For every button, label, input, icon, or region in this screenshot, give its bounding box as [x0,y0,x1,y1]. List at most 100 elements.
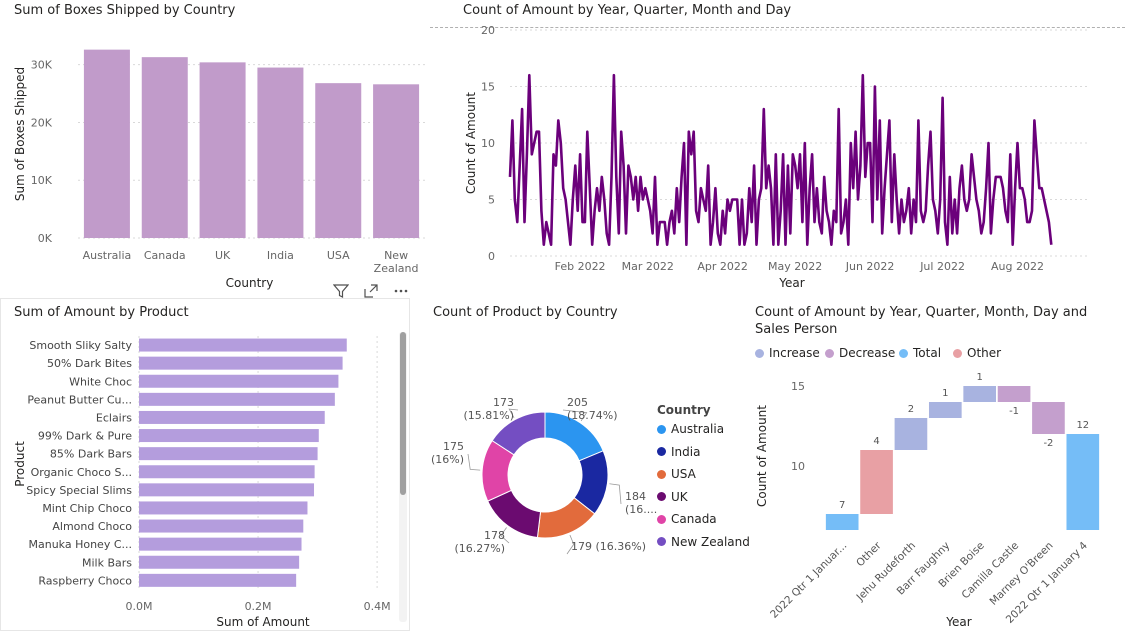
boxes-chart-title: Sum of Boxes Shipped by Country [14,3,236,18]
y-tick-label: 10K [31,174,53,187]
x-tick-label: Marney O'Breen [987,540,1055,608]
filter-icon[interactable] [332,283,350,299]
legend-swatch [755,348,764,358]
legend-swatch [953,348,962,358]
waterfall-bar [1066,434,1100,530]
legend-swatch [657,514,666,524]
data-label-pct: (15.81%) [463,409,514,422]
legend-item[interactable]: Total [899,346,941,360]
data-label: 205 [567,396,588,409]
waterfall-title-line2: Sales Person [755,322,838,337]
product-country-donut-visual[interactable]: Count of Product by Country 205 (18.74%) 1… [425,298,750,633]
bar [139,555,300,569]
x-axis-title: Sum of Amount [216,615,310,629]
bar [139,338,347,352]
legend-swatch [657,447,666,456]
legend-item[interactable]: New Zealand [657,535,750,549]
y-tick-label: 15 [481,81,495,94]
y-tick-label: 99% Dark & Pure [38,430,132,443]
waterfall-bar [860,450,893,514]
legend-swatch [657,469,666,479]
amount-line-visual[interactable]: Count of Amount by Year, Quarter, Month … [455,0,1125,295]
y-tick-label: 15 [791,380,805,393]
donut-chart: 205(18.74%) 184(16.... 179 (16.36%) 178(16.… [431,396,657,555]
x-tick-label: Zealand [374,262,419,275]
visual-header-icons [332,283,409,299]
y-tick-label: 10 [481,137,495,150]
legend-item[interactable]: Canada [657,512,717,526]
x-tick-label: May 2022 [768,260,822,273]
y-tick-label: Spicy Special Slims [26,484,132,497]
y-tick-label: Organic Choco S... [31,466,132,479]
y-tick-label: Mint Chip Choco [42,502,132,515]
data-label: 175 [443,440,464,453]
legend-item[interactable]: Decrease [825,346,895,360]
x-tick-label: New [384,249,408,262]
legend-label: Increase [769,346,820,360]
waterfall-bar [1032,402,1065,434]
bar [139,447,318,461]
legend-item[interactable]: Increase [755,346,820,360]
waterfall-bar [963,386,997,402]
leader-line [508,408,519,419]
y-tick-label: Eclairs [96,411,132,424]
x-tick-label: Jehu Rudeforth [854,540,918,604]
legend-item[interactable]: Australia [657,422,724,436]
y-tick-label: Milk Bars [82,556,132,569]
bar [139,392,335,406]
legend-item[interactable]: UK [657,490,688,504]
y-tick-label: Almond Choco [52,520,132,533]
product-scroll-thumb[interactable] [400,332,406,495]
product-bar-chart: 0.0M 0.2M 0.4M Smooth Sliky Salty 50% Dark B… [13,336,391,629]
data-label-pct: (18.74%) [567,409,618,422]
line-chart-title: Count of Amount by Year, Quarter, Month … [463,3,792,18]
product-chart-title: Sum of Amount by Product [14,305,189,320]
y-axis-title: Product [13,441,27,487]
bar [139,465,315,479]
bar [139,410,325,424]
legend-label: India [671,444,701,459]
y-tick-label: White Choc [69,375,132,388]
bar [139,537,302,551]
legend-item[interactable]: India [657,445,700,459]
leader-line [562,409,588,422]
legend-label: USA [671,467,696,481]
bar [315,83,362,239]
x-tick-label: Canada [144,249,186,262]
legend-swatch [657,537,666,546]
bar [199,62,246,238]
bar [139,519,304,533]
waterfall-bar [894,418,928,450]
data-label: 7 [839,500,845,511]
waterfall-title-line1: Count of Amount by Year, Quarter, Month,… [755,305,1088,320]
leader-line [500,527,510,544]
bar [139,356,343,370]
bar [139,573,297,587]
y-axis-title: Count of Amount [464,92,478,194]
legend-item[interactable]: USA [657,467,696,481]
y-tick-label: Raspberry Choco [38,574,132,587]
top-divider [430,27,1125,28]
x-tick-label: Apr 2022 [697,260,748,273]
boxes-shipped-visual[interactable]: Sum of Boxes Shipped by Country 0K 10K 20K… [0,0,430,295]
data-label: 1 [977,372,983,383]
bar [139,374,339,388]
legend-label: UK [671,489,688,504]
more-options-icon[interactable] [393,283,409,299]
y-tick-label: Manuka Honey C... [28,538,132,551]
y-tick-label: 20 [481,24,495,37]
legend-label: Decrease [839,346,896,360]
legend-label: Total [913,346,942,360]
legend-swatch [657,492,666,501]
focus-mode-icon[interactable] [363,283,379,299]
x-tick-label: UK [215,249,231,262]
product-amount-visual[interactable]: Sum of Amount by Product 0.0M 0.2M 0.4M Smo… [0,298,412,633]
boxes-bar-chart: 0K 10K 20K 30K Australia Canada UK India USA NewZ… [13,49,425,290]
waterfall-visual[interactable]: Count of Amount by Year, Quarter, Month,… [745,298,1125,633]
y-tick-label: 50% Dark Bites [47,357,132,370]
legend-item[interactable]: Other [953,346,1001,360]
amount-line-chart: 0 5 10 15 20 Feb 2022 Mar 2022 Apr 2022 May 2022… [464,24,1090,290]
bar [139,429,319,443]
bar [373,84,420,238]
waterfall-bar [928,402,962,418]
